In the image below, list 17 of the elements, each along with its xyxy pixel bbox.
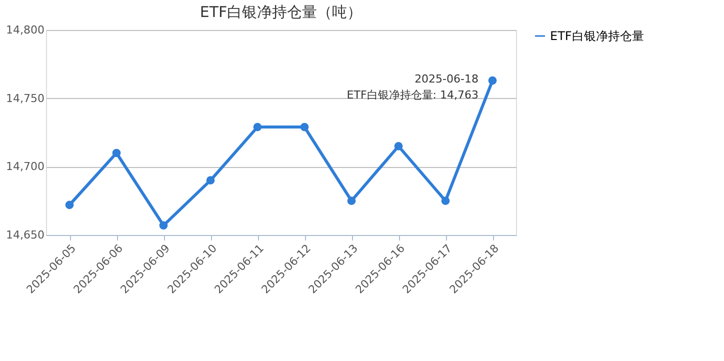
point xyxy=(488,76,497,85)
y-tick-label: 14,800 xyxy=(6,24,44,36)
point xyxy=(112,148,121,158)
point xyxy=(65,200,74,210)
y-tick-label: 14,750 xyxy=(6,92,44,105)
point xyxy=(300,122,309,132)
point xyxy=(159,221,168,230)
point xyxy=(441,196,450,206)
annotation: 2025-06-18 ETF白银净持仓量: 14,763 xyxy=(346,72,478,102)
y-tick-label: 14,700 xyxy=(6,160,44,174)
legend-label: ETF白银净持仓量 xyxy=(550,29,644,43)
y-tick-label: 14,650 xyxy=(6,228,44,242)
chart-title: ETF白银净持仓量（吨） xyxy=(200,3,362,21)
point xyxy=(253,122,262,132)
point xyxy=(206,176,215,185)
point xyxy=(347,196,356,206)
point xyxy=(394,142,403,150)
